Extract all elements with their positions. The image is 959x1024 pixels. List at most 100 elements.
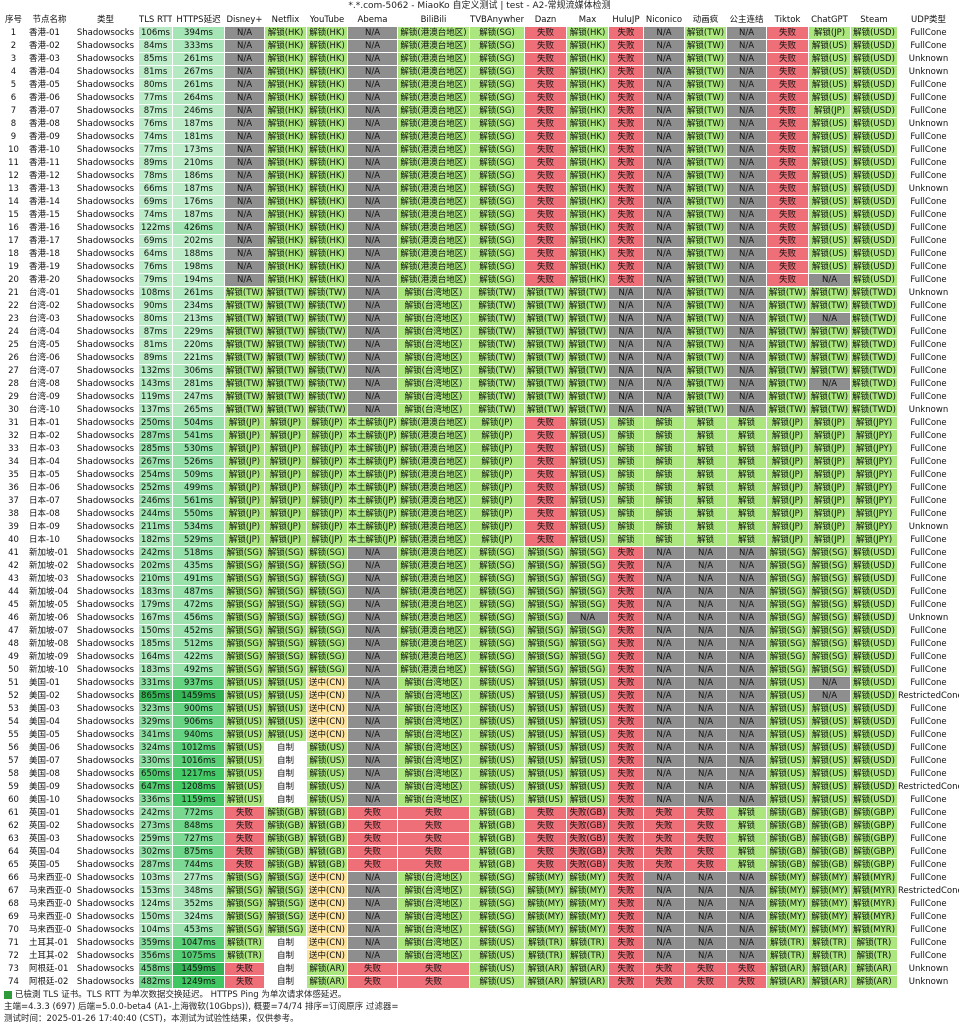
- cell: N/A: [684, 767, 727, 781]
- cell: 本土解锁(JP): [347, 507, 398, 521]
- cell: FullCone: [897, 247, 959, 261]
- cell: 日本-04: [26, 455, 73, 469]
- cell: 解锁(TW): [306, 364, 348, 378]
- cell: 解锁(HK): [566, 195, 609, 209]
- cell: 6: [0, 91, 27, 105]
- cell: 119ms: [138, 390, 173, 404]
- cell: 解锁(GBP): [850, 819, 898, 833]
- cell: 解锁(GBP): [850, 845, 898, 859]
- cell: RestrictedCone: [897, 780, 959, 794]
- cell: 解锁(SG): [264, 923, 307, 937]
- cell: N/A: [643, 897, 685, 911]
- cell: 日本-06: [26, 481, 73, 495]
- cell: 香港-12: [26, 169, 73, 183]
- cell: 解锁(SG): [264, 897, 307, 911]
- cell: FullCone: [897, 845, 959, 859]
- cell: 解锁(SG): [766, 559, 809, 573]
- cell: FullCone: [897, 260, 959, 274]
- cell: 解锁(MY): [524, 871, 567, 885]
- cell: 273ms: [138, 819, 173, 833]
- column-header: Max: [566, 12, 609, 27]
- cell: 解锁(JP): [469, 520, 525, 534]
- cell: N/A: [608, 338, 644, 352]
- cell: 285ms: [138, 442, 173, 456]
- cell: 解锁(HK): [264, 247, 307, 261]
- table-row: 44 新加坡-04 Shadowsocks 183ms 487ms 解锁(SG) 解锁(SG…: [0, 585, 959, 599]
- column-header: 节点名称: [26, 12, 73, 27]
- cell: 解锁(TR): [566, 949, 609, 963]
- cell: 解锁(JP): [469, 442, 525, 456]
- cell: N/A: [347, 559, 398, 573]
- cell: 解锁(JP): [766, 520, 809, 534]
- cell: 失败: [726, 962, 767, 976]
- cell: 解锁(US): [264, 728, 307, 742]
- cell: 解锁(SG): [524, 572, 567, 586]
- cell: 解锁(JP): [808, 507, 851, 521]
- cell: N/A: [643, 741, 685, 755]
- cell: FullCone: [897, 767, 959, 781]
- cell: 解锁(TWD): [850, 299, 898, 313]
- cell: 解锁(GB): [469, 858, 525, 872]
- cell: 解锁(US): [808, 754, 851, 768]
- table-row: 62 英国-02 Shadowsocks 273ms 848ms 失败 解锁(GB) 解锁(G…: [0, 819, 959, 833]
- cell: 259ms: [138, 832, 173, 846]
- cell: N/A: [347, 884, 398, 898]
- cell: N/A: [224, 78, 265, 92]
- cell: 解锁(JP): [224, 468, 265, 482]
- cell: 解锁(US): [766, 728, 809, 742]
- cell: 76ms: [138, 117, 173, 131]
- cell: 解锁: [726, 507, 767, 521]
- cell: 解锁(TW): [224, 364, 265, 378]
- cell: 解锁(USD): [850, 780, 898, 794]
- cell: 解锁(USD): [850, 637, 898, 651]
- cell: 失败: [524, 91, 567, 105]
- cell: 74ms: [138, 208, 173, 222]
- cell: N/A: [726, 403, 767, 417]
- cell: N/A: [726, 299, 767, 313]
- cell: 解锁(TW): [306, 312, 348, 326]
- cell: N/A: [643, 780, 685, 794]
- cell: N/A: [726, 793, 767, 807]
- cell: N/A: [643, 611, 685, 625]
- cell: 失败: [608, 559, 644, 573]
- table-row: 26 台湾-06 Shadowsocks 89ms 221ms 解锁(TW) 解锁(TW) 解…: [0, 351, 959, 365]
- cell: 解锁(TW): [264, 325, 307, 339]
- cell: 解锁(台湾地区): [397, 871, 470, 885]
- cell: 解锁(SG): [224, 663, 265, 677]
- cell: N/A: [726, 676, 767, 690]
- cell: 解锁(US): [766, 754, 809, 768]
- cell: N/A: [347, 169, 398, 183]
- cell: N/A: [224, 143, 265, 157]
- cell: 解锁: [684, 533, 727, 547]
- cell: 458ms: [138, 962, 173, 976]
- cell: 解锁(US): [766, 715, 809, 729]
- cell: 台湾-03: [26, 312, 73, 326]
- cell: 解锁: [684, 520, 727, 534]
- cell: Shadowsocks: [72, 572, 139, 586]
- table-row: 51 美国-01 Shadowsocks 331ms 937ms 解锁(US) 解锁(US)…: [0, 676, 959, 690]
- cell: 解锁(TW): [469, 403, 525, 417]
- cell: N/A: [684, 624, 727, 638]
- cell: N/A: [643, 689, 685, 703]
- cell: N/A: [684, 780, 727, 794]
- cell: 解锁(JP): [264, 481, 307, 495]
- cell: FullCone: [897, 663, 959, 677]
- cell: 解锁(MY): [524, 897, 567, 911]
- cell: 失败: [608, 819, 644, 833]
- cell: 492ms: [172, 663, 225, 677]
- cell: 解锁(US): [224, 741, 265, 755]
- cell: 失败: [524, 494, 567, 508]
- cell: Shadowsocks: [72, 221, 139, 235]
- table-row: 19 香港-19 Shadowsocks 76ms 198ms N/A 解锁(HK) 解锁(H…: [0, 260, 959, 274]
- cell: 329ms: [138, 715, 173, 729]
- cell: 解锁(US): [566, 754, 609, 768]
- cell: 78ms: [138, 169, 173, 183]
- cell: 解锁(HK): [264, 91, 307, 105]
- cell: 日本-01: [26, 416, 73, 430]
- cell: N/A: [347, 26, 398, 40]
- cell: N/A: [684, 871, 727, 885]
- cell: 解锁(TW): [469, 286, 525, 300]
- cell: 解锁(HK): [306, 130, 348, 144]
- cell: Unknown: [897, 117, 959, 131]
- cell: 解锁(US): [566, 442, 609, 456]
